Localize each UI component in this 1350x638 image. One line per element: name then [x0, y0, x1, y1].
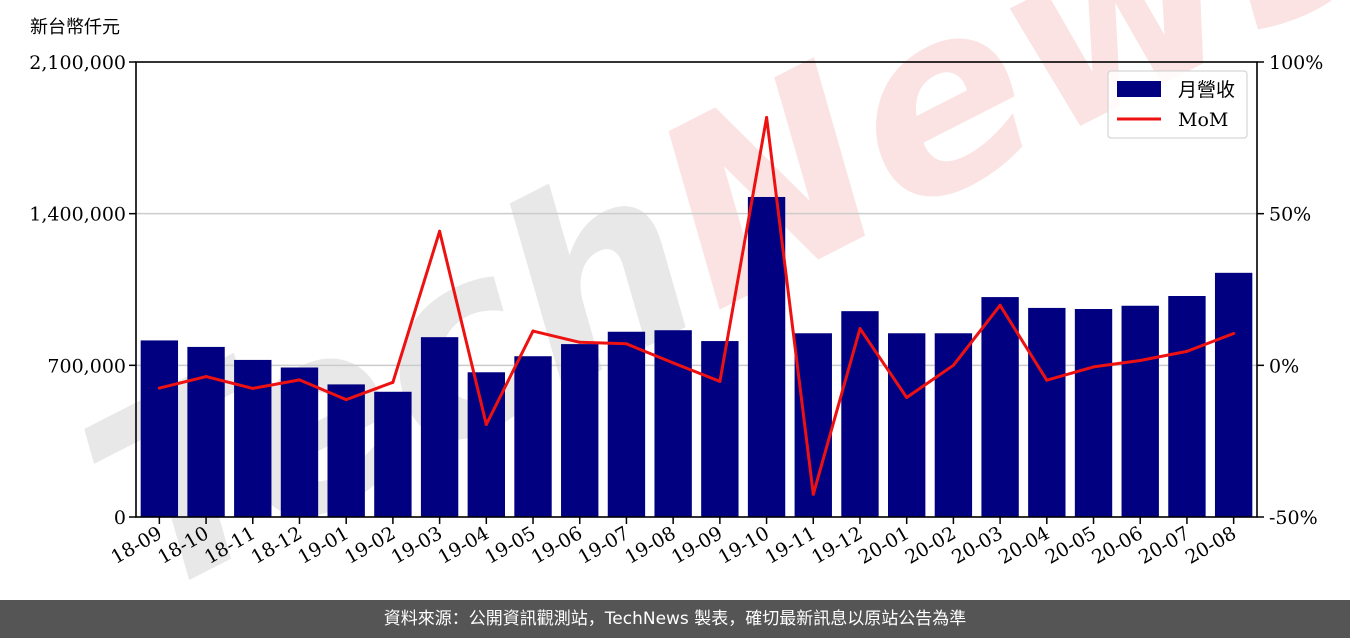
x-tick-label-20-04: 20-04 — [995, 522, 1053, 568]
mom-point-20-07 — [1185, 349, 1189, 353]
right-tick-label: -50% — [1269, 507, 1318, 529]
bar-20-08 — [1214, 272, 1253, 517]
x-tick-label-20-05: 20-05 — [1042, 522, 1100, 568]
mom-point-20-05 — [1092, 365, 1096, 369]
mom-point-19-08 — [671, 361, 675, 365]
legend-label-mom: MoM — [1178, 109, 1228, 131]
chart: TechNews 0700,0001,400,0002,100,000-50%0… — [29, 0, 1350, 600]
mom-point-19-03 — [438, 229, 442, 233]
x-tick-label-19-05: 19-05 — [481, 522, 539, 568]
plot-frame — [135, 61, 1258, 518]
mom-point-18-10 — [204, 375, 208, 379]
x-tick-label-20-01: 20-01 — [855, 522, 913, 568]
bar-20-05 — [1074, 309, 1113, 517]
bar-20-01 — [888, 333, 926, 517]
mom-point-18-12 — [297, 378, 301, 382]
legend-label-revenue: 月營收 — [1178, 79, 1235, 101]
legend-swatch-revenue — [1117, 81, 1161, 97]
x-tick-label-19-09: 19-09 — [668, 522, 726, 568]
bar-20-03 — [981, 297, 1019, 517]
mom-point-18-11 — [251, 386, 255, 390]
x-tick-label-20-07: 20-07 — [1135, 522, 1193, 568]
mom-point-20-04 — [1045, 378, 1049, 382]
bar-18-12 — [280, 367, 319, 517]
x-tick-label-20-06: 20-06 — [1088, 522, 1146, 568]
bar-19-12 — [841, 311, 879, 517]
x-tick-label-19-06: 19-06 — [528, 522, 586, 568]
x-tick-label-20-03: 20-03 — [948, 522, 1006, 568]
grid-lines — [136, 212, 1257, 367]
bar-18-09 — [140, 340, 179, 517]
bar-19-07 — [607, 331, 646, 517]
bar-20-06 — [1121, 305, 1159, 517]
mom-point-19-06 — [578, 340, 582, 344]
mom-point-19-11 — [811, 492, 815, 496]
bar-19-02 — [374, 391, 412, 517]
bar-19-06 — [561, 344, 599, 517]
x-tick-label-19-11: 19-11 — [761, 522, 819, 568]
mom-line — [159, 116, 1235, 496]
mom-point-19-05 — [531, 329, 535, 333]
x-tick-label-19-04: 19-04 — [434, 522, 492, 568]
bar-20-04 — [1028, 307, 1066, 517]
mom-point-20-02 — [951, 363, 955, 367]
right-tick-label: 50% — [1269, 204, 1311, 226]
x-tick-label-20-02: 20-02 — [901, 522, 959, 568]
right-tick-label: 0% — [1269, 355, 1299, 377]
x-tick-label-19-12: 19-12 — [808, 522, 866, 568]
left-tick-label: 2,100,000 — [29, 52, 126, 74]
mom-point-20-06 — [1138, 358, 1142, 362]
x-tick-label-19-08: 19-08 — [621, 522, 679, 568]
bar-18-10 — [187, 346, 225, 517]
left-tick-label: 1,400,000 — [29, 204, 126, 226]
y-axis-label: 新台幣仟元 — [30, 17, 120, 38]
bar-19-04 — [467, 372, 505, 517]
mom-point-19-01 — [344, 398, 348, 402]
bar-18-11 — [234, 359, 272, 517]
bar-20-02 — [934, 333, 973, 517]
bar-19-03 — [420, 337, 459, 517]
mom-point-20-08 — [1232, 331, 1236, 335]
bar-19-05 — [514, 356, 552, 517]
right-tick-label: 100% — [1269, 52, 1323, 74]
mom-point-19-07 — [624, 342, 628, 346]
mom-point-20-03 — [998, 303, 1002, 307]
mom-point-19-04 — [484, 422, 488, 426]
footer-source-note: 資料來源：公開資訊觀測站，TechNews 製表，確切最新訊息以原站公告為準 — [0, 600, 1350, 638]
mom-point-18-09 — [157, 386, 161, 390]
mom-point-19-10 — [765, 116, 769, 120]
left-tick-label: 0 — [114, 507, 126, 529]
x-tick-label-20-08: 20-08 — [1182, 522, 1240, 568]
bar-19-09 — [701, 341, 739, 517]
bar-20-07 — [1168, 296, 1206, 517]
mom-point-19-12 — [858, 327, 862, 331]
legend: 月營收 MoM — [1107, 70, 1248, 139]
bar-19-01 — [327, 384, 365, 517]
mom-point-20-01 — [905, 395, 909, 399]
mom-line-series — [157, 116, 1236, 496]
mom-point-19-09 — [718, 379, 722, 383]
left-tick-label: 700,000 — [47, 355, 126, 377]
x-tick-label-19-10: 19-10 — [715, 522, 773, 568]
bar-19-10 — [747, 196, 786, 517]
mom-point-19-02 — [391, 380, 395, 384]
x-tick-label-19-07: 19-07 — [574, 522, 632, 568]
